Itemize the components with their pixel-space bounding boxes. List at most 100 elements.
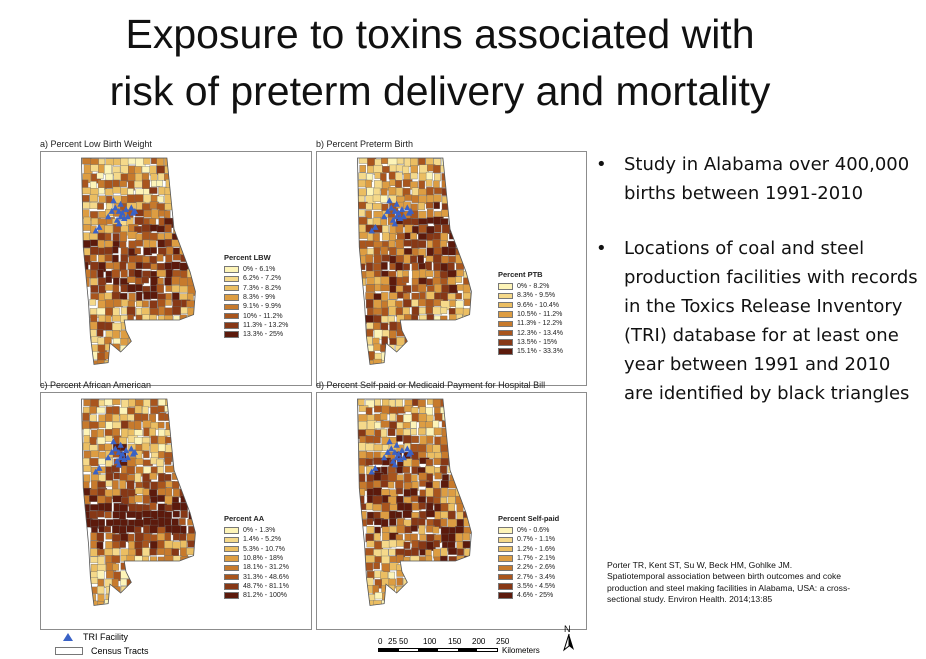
census-tract <box>104 164 112 175</box>
map-legend: Percent PTB 0% - 8.2% 8.3% - 9.5% 9.6% - 10… <box>498 270 563 357</box>
census-tract <box>142 510 152 518</box>
census-tract <box>142 262 152 270</box>
census-tract <box>134 526 142 534</box>
tri-facility-marker <box>110 197 117 204</box>
census-tract <box>373 343 382 351</box>
census-tract <box>82 481 90 490</box>
census-tract <box>433 201 440 209</box>
legend-swatch <box>498 348 513 355</box>
census-tract <box>373 254 382 264</box>
census-tract <box>433 165 441 174</box>
census-tract <box>403 428 411 436</box>
census-tract <box>134 239 144 247</box>
legend-label: 5.3% - 10.7% <box>243 545 286 553</box>
scale-tick: 200 <box>472 637 486 646</box>
census-tract <box>112 421 122 430</box>
census-tract <box>389 276 398 286</box>
census-tract <box>455 276 462 283</box>
legend-label: 1.4% - 5.2% <box>243 536 282 544</box>
census-tract <box>410 172 418 180</box>
census-tract <box>142 314 151 323</box>
census-tract <box>82 195 90 202</box>
census-tract <box>171 261 181 270</box>
census-tract <box>105 173 114 181</box>
choropleth-map <box>81 157 196 365</box>
legend-swatch <box>498 292 513 300</box>
census-tract <box>447 496 456 504</box>
census-tract <box>142 406 149 415</box>
census-tract <box>134 217 145 226</box>
census-tract <box>410 407 419 414</box>
census-tract <box>365 299 374 309</box>
bullet-list: • Study in Alabama over 400,000 births b… <box>594 150 919 408</box>
census-tract <box>127 474 136 481</box>
census-tract <box>89 254 97 262</box>
census-tract <box>395 511 403 519</box>
map-legend: Percent Self-paid 0% - 0.6% 0.7% - 1.1% 1.2… <box>498 514 560 601</box>
census-tract <box>156 269 167 277</box>
census-tract <box>395 480 404 489</box>
title-line-1: Exposure to toxins associated with <box>125 11 755 57</box>
census-tract <box>90 246 99 255</box>
census-tract <box>134 429 143 437</box>
census-tract <box>158 306 166 316</box>
census-tract <box>164 239 173 247</box>
census-tract <box>418 525 426 535</box>
census-tract <box>90 285 99 293</box>
census-tract <box>104 435 113 442</box>
census-tract <box>98 247 106 256</box>
census-tract <box>382 232 390 241</box>
census-tract <box>402 422 411 429</box>
census-tract-layer <box>357 158 472 365</box>
state-outline <box>357 157 472 365</box>
census-tract <box>463 277 472 286</box>
census-tract <box>98 254 106 263</box>
census-tract <box>83 450 92 459</box>
legend-row: 6.2% - 7.2% <box>224 274 288 283</box>
census-tract <box>373 210 383 218</box>
census-tract <box>111 269 120 279</box>
legend-row: 10% - 11.2% <box>224 311 288 320</box>
legend-label: 12.3% - 13.4% <box>517 329 563 337</box>
legend-row: 5.3% - 10.7% <box>224 545 289 554</box>
census-tract <box>372 495 383 505</box>
tri-facility-marker <box>121 215 128 222</box>
census-tract <box>425 509 435 518</box>
census-tract <box>404 158 411 167</box>
scale-bar: 0 25 50 100 150 200 250 Kilometers <box>378 637 578 657</box>
census-tract <box>441 173 450 181</box>
census-tract <box>142 420 152 429</box>
census-tract <box>418 298 427 307</box>
tri-facility-marker <box>380 213 388 220</box>
tri-facility-marker <box>124 213 131 220</box>
legend-row: 3.5% - 4.5% <box>498 582 559 591</box>
census-tract <box>365 202 373 210</box>
census-tract <box>365 429 375 436</box>
census-tract <box>455 533 463 542</box>
scale-tick: 0 <box>378 637 383 646</box>
tri-facility-marker <box>398 447 406 454</box>
legend-label: 1.2% - 1.6% <box>517 545 556 553</box>
census-tract <box>105 480 113 487</box>
census-tract <box>104 180 113 189</box>
census-tract <box>410 255 418 264</box>
census-tract <box>90 164 100 172</box>
legend-row: 12.3% - 13.4% <box>498 328 563 337</box>
map-legend: Percent AA 0% - 1.3% 1.4% - 5.2% 5.3% - 10.… <box>224 514 289 601</box>
census-tract <box>462 284 471 294</box>
census-tract <box>104 343 112 351</box>
census-tract <box>441 246 449 256</box>
census-tract <box>134 555 143 566</box>
tri-facility-marker <box>131 207 139 214</box>
census-tract <box>149 548 157 556</box>
census-tract <box>418 210 427 219</box>
census-tract <box>403 541 411 549</box>
census-tract <box>381 526 391 533</box>
census-tract <box>396 495 404 504</box>
legend-label: 2.7% - 3.4% <box>517 573 556 581</box>
census-tract <box>141 276 149 284</box>
census-tract <box>441 487 448 497</box>
census-tract <box>127 276 136 283</box>
tri-facility-marker <box>384 448 391 455</box>
legend-swatch <box>224 322 239 329</box>
